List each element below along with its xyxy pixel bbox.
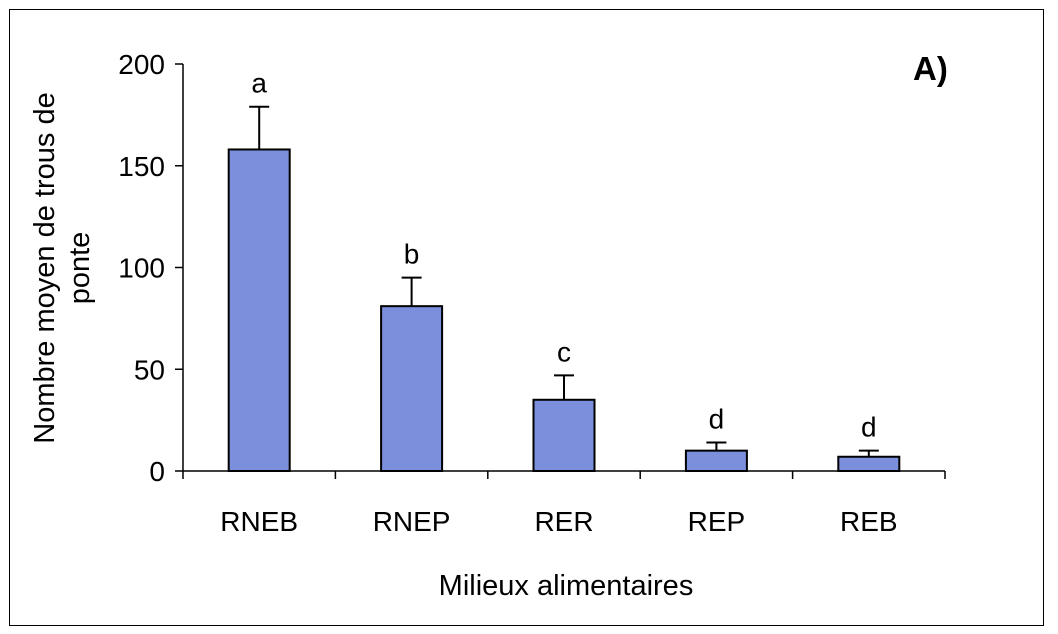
x-tick-label: REB [840, 506, 898, 537]
y-tick-label: 100 [118, 253, 165, 284]
bar [684, 449, 748, 472]
x-tick-label: REP [688, 506, 746, 537]
significance-letter: d [709, 404, 725, 435]
x-tick-label: RNEB [220, 506, 298, 537]
y-tick-label: 50 [134, 354, 165, 385]
x-tick-label: RER [534, 506, 593, 537]
significance-letter: b [404, 239, 420, 270]
y-axis-label: Nombre moyen de trous de ponte [29, 92, 96, 443]
panel-label: A) [913, 50, 948, 87]
significance-letter: c [557, 336, 571, 367]
bar [837, 455, 901, 473]
y-axis-label-line1: Nombre moyen de trous de [29, 92, 61, 443]
y-tick-label: 0 [149, 456, 165, 487]
x-tick-label: RNEP [373, 506, 451, 537]
chart-svg: Nombre moyen de trous de ponte A) Milieu… [29, 49, 948, 602]
chart-frame: Nombre moyen de trous de ponte A) Milieu… [9, 9, 1044, 626]
significance-letter: d [861, 412, 877, 443]
x-axis-label: Milieux alimentaires [439, 570, 694, 602]
bar [380, 305, 444, 473]
plot-area: 0 50 100 150 200 a RNEB b RNEP c RER d REP d REB [118, 49, 946, 537]
bar [227, 148, 291, 472]
y-tick-label: 150 [118, 151, 165, 182]
y-tick-label: 200 [118, 49, 165, 80]
bar [532, 398, 596, 472]
significance-letter: a [251, 68, 267, 99]
y-axis-label-line2: ponte [64, 232, 96, 305]
